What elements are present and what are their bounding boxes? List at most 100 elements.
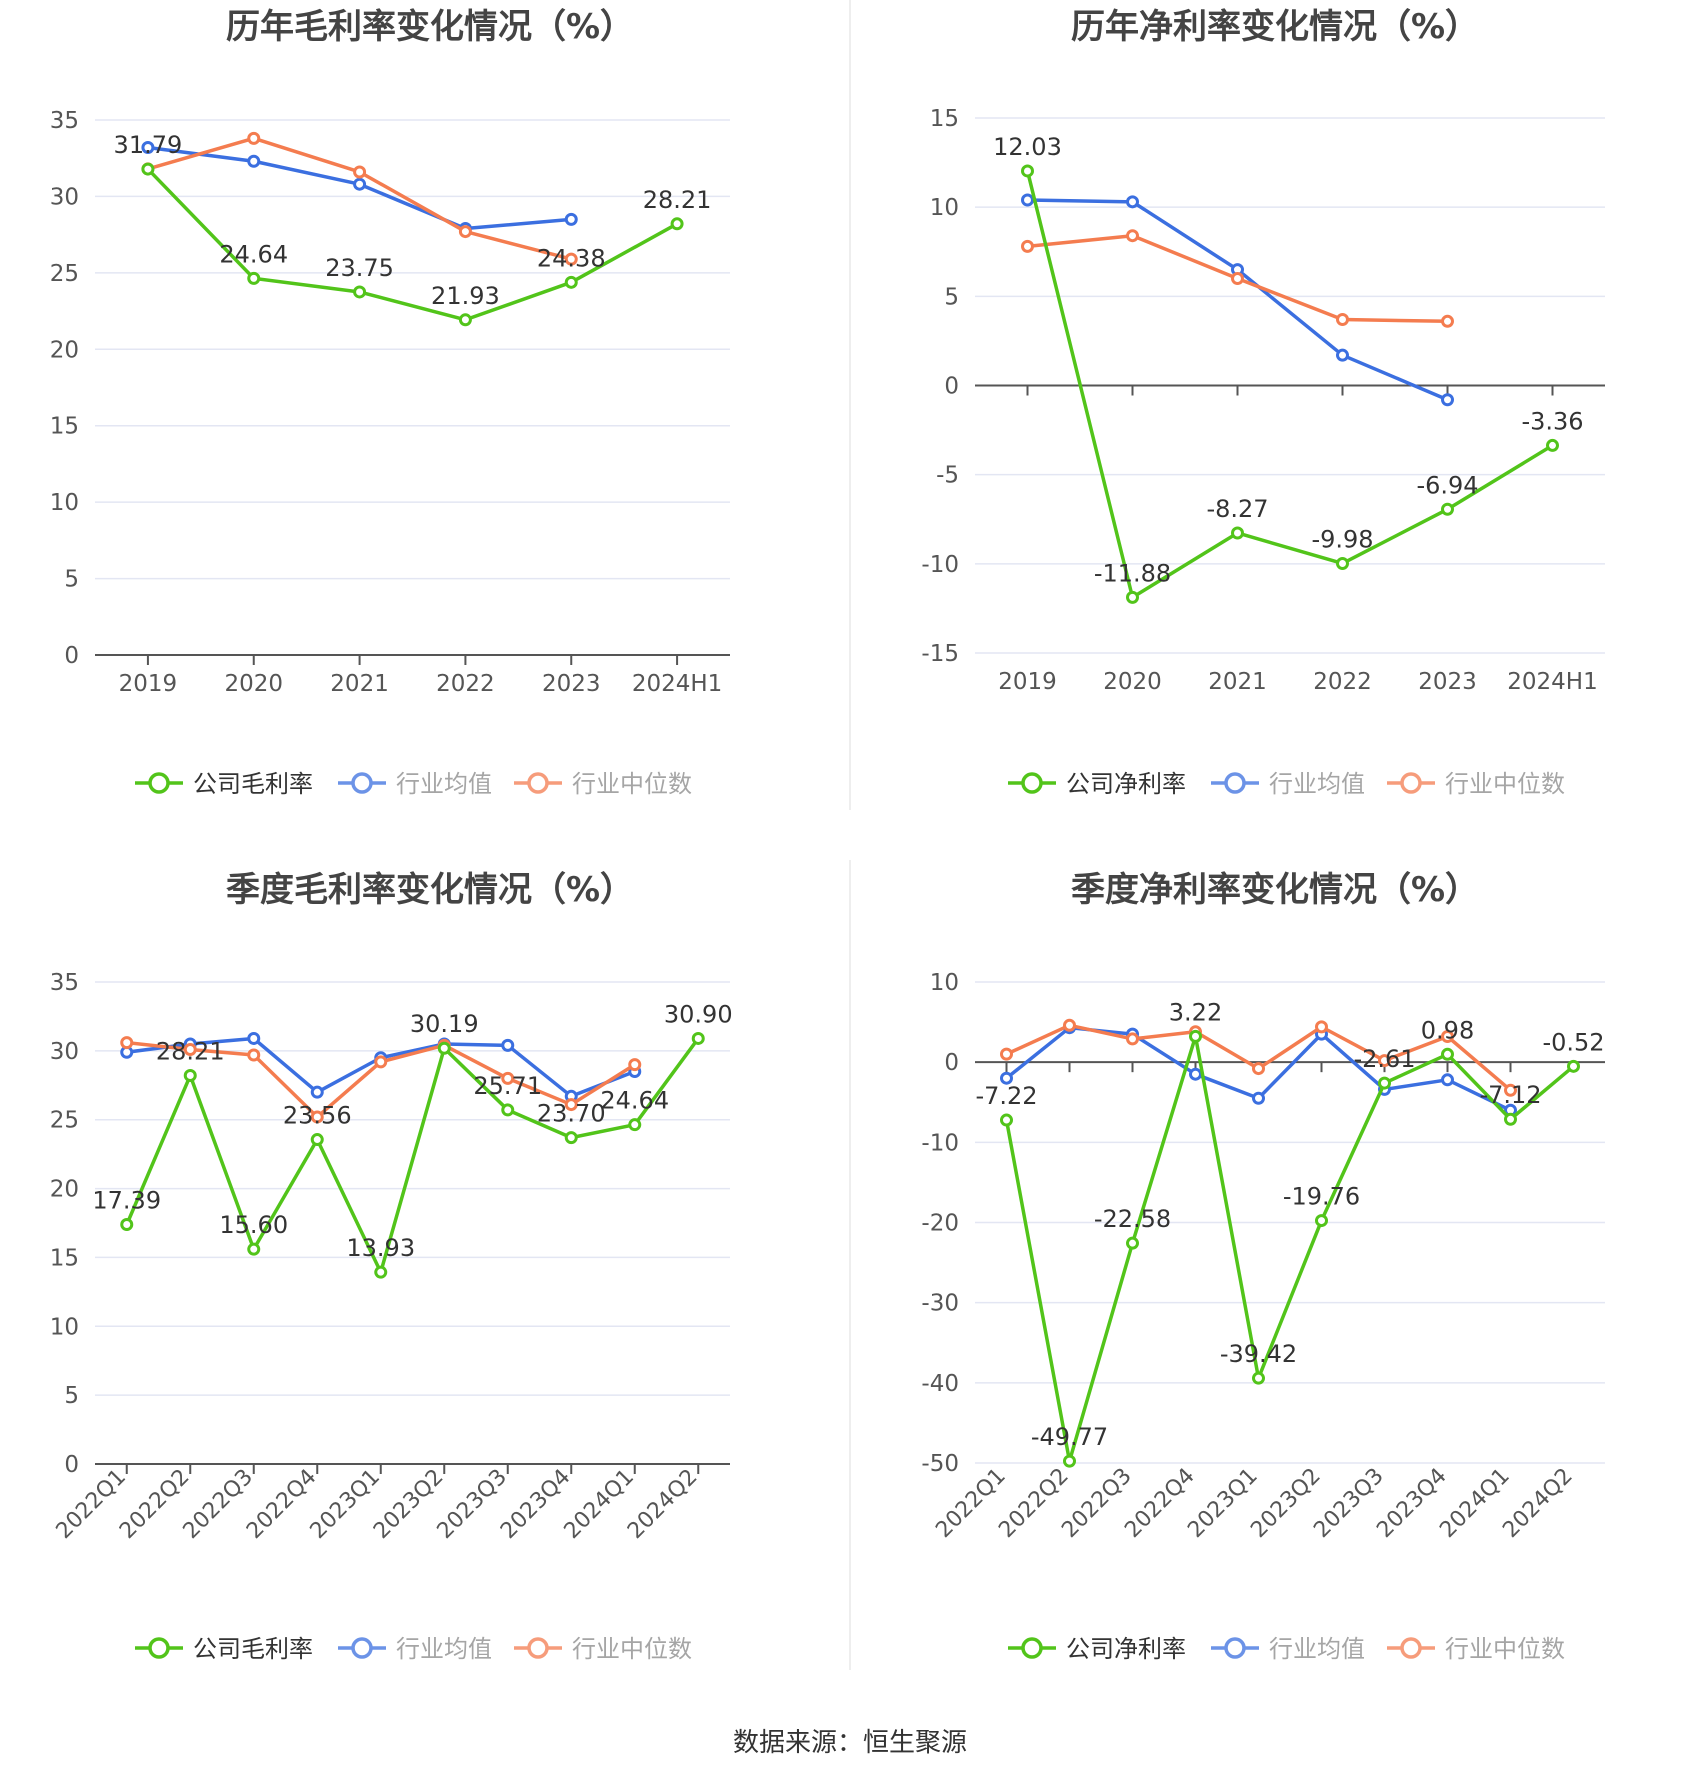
- quarterly-net-margin-chart: 季度净利率变化情况（%）-50-40-30-20-100102022Q12022…: [921, 870, 1605, 1663]
- data-point-avg: [247, 154, 261, 168]
- data-label: -9.98: [1311, 525, 1373, 553]
- data-point-median: [1000, 1047, 1013, 1061]
- series-line-company: [1025, 170, 1554, 600]
- data-point-company: [670, 217, 684, 231]
- chart-title: 历年毛利率变化情况（%）: [226, 7, 634, 47]
- annual-gross-margin-chart: 历年毛利率变化情况（%） 0 5 10 15 20 25 30 35 2019 2020 2021 20…: [50, 7, 730, 798]
- legend-marker: [351, 772, 373, 794]
- x-tick-label: 2024Q2: [1498, 1464, 1577, 1543]
- data-label: -19.76: [1283, 1183, 1360, 1211]
- data-point-median: [564, 252, 578, 266]
- legend-label: 行业中位数: [1445, 770, 1565, 798]
- y-tick-label: 10: [930, 970, 959, 996]
- legend-item-company: 公司净利率: [1008, 1635, 1186, 1663]
- y-tick-label: 5: [64, 567, 79, 593]
- data-point-median: [310, 1110, 324, 1124]
- data-label: 15.60: [219, 1211, 288, 1239]
- y-tick-label: 30: [50, 184, 79, 210]
- legend-marker: [1021, 1637, 1043, 1659]
- chart-legend: 公司净利率 行业均值 行业中位数: [1008, 1635, 1565, 1663]
- y-tick-label: 5: [944, 284, 959, 310]
- legend-item-avg: 行业均值: [1211, 770, 1365, 798]
- data-point-avg: [1441, 393, 1454, 407]
- legend-marker: [1224, 1637, 1246, 1659]
- data-point-company: [1315, 1214, 1328, 1228]
- data-point-company: [437, 1041, 451, 1055]
- data-point-median: [1063, 1018, 1076, 1032]
- data-point-company: [247, 271, 261, 285]
- data-label: -6.94: [1416, 471, 1478, 499]
- y-tick-label: -20: [921, 1211, 959, 1237]
- data-label: 0.98: [1421, 1016, 1474, 1044]
- y-tick-label: -10: [921, 552, 959, 578]
- x-tick-label: 2021: [1208, 669, 1267, 695]
- data-point-company: [1231, 526, 1244, 540]
- data-label: 31.79: [114, 131, 183, 159]
- data-point-company: [1126, 590, 1139, 604]
- data-point-company: [501, 1103, 515, 1117]
- data-label: 12.03: [993, 133, 1062, 161]
- y-tick-label: 35: [50, 108, 79, 134]
- data-point-median: [1336, 313, 1349, 327]
- y-tick-label: -50: [921, 1451, 959, 1477]
- legend-marker: [148, 772, 170, 794]
- data-label: -0.52: [1542, 1028, 1604, 1056]
- data-point-median: [1315, 1020, 1328, 1034]
- data-point-company: [1441, 502, 1454, 516]
- data-point-company: [1378, 1076, 1391, 1090]
- data-label: 24.64: [219, 240, 288, 268]
- data-label: -7.22: [975, 1082, 1037, 1110]
- data-point-avg: [1252, 1091, 1265, 1105]
- data-point-company: [1021, 164, 1034, 178]
- x-tick-label: 2023: [542, 671, 601, 697]
- data-label: -3.36: [1521, 407, 1583, 435]
- y-tick-label: -15: [921, 641, 959, 667]
- data-point-company: [374, 1265, 388, 1279]
- data-point-company: [564, 1131, 578, 1145]
- y-tick-label: 0: [944, 1050, 959, 1076]
- data-point-avg: [1126, 195, 1139, 209]
- data-point-company: [691, 1031, 705, 1045]
- data-point-avg: [564, 212, 578, 226]
- data-label: -11.88: [1094, 559, 1171, 587]
- data-label: 17.39: [92, 1187, 161, 1215]
- legend-item-median: 行业中位数: [514, 770, 692, 798]
- legend-marker: [351, 1637, 373, 1659]
- y-tick-label: -30: [921, 1291, 959, 1317]
- x-tick-label: 2024H1: [1507, 669, 1597, 695]
- data-point-company: [1189, 1029, 1202, 1043]
- data-label: -49.77: [1031, 1423, 1108, 1451]
- x-tick-label: 2024Q1: [560, 1465, 639, 1544]
- y-tick-label: 25: [50, 1108, 79, 1134]
- legend-marker: [1400, 772, 1422, 794]
- y-tick-label: -5: [936, 463, 959, 489]
- y-tick-label: 35: [50, 970, 79, 996]
- data-label: 24.64: [600, 1087, 669, 1115]
- legend-marker: [1224, 772, 1246, 794]
- data-point-median: [1441, 1030, 1454, 1044]
- x-tick-label: 2023: [1418, 669, 1477, 695]
- legend-marker: [1400, 1637, 1422, 1659]
- data-point-avg: [1021, 193, 1034, 207]
- x-tick-label: 2022Q4: [242, 1465, 321, 1544]
- data-point-median: [1441, 314, 1454, 328]
- x-tick-label: 2023Q2: [369, 1465, 448, 1544]
- data-point-company: [1000, 1113, 1013, 1127]
- data-point-median: [120, 1036, 134, 1050]
- legend-item-company: 公司毛利率: [135, 770, 313, 798]
- legend-item-avg: 行业均值: [338, 1635, 492, 1663]
- y-tick-label: 30: [50, 1039, 79, 1065]
- data-point-company: [1126, 1236, 1139, 1250]
- data-point-company: [1504, 1112, 1517, 1126]
- x-tick-label: 2023Q1: [306, 1465, 385, 1544]
- y-tick-label: 20: [50, 337, 79, 363]
- chart-title: 季度净利率变化情况（%）: [1071, 870, 1479, 910]
- data-point-median: [1504, 1083, 1517, 1097]
- x-tick-label: 2023Q3: [433, 1465, 512, 1544]
- series-line-company: [1004, 1034, 1575, 1463]
- data-label: 30.19: [410, 1010, 479, 1038]
- legend-label: 公司毛利率: [193, 770, 313, 798]
- y-tick-label: 20: [50, 1177, 79, 1203]
- data-point-company: [310, 1133, 324, 1147]
- data-point-median: [1126, 1032, 1139, 1046]
